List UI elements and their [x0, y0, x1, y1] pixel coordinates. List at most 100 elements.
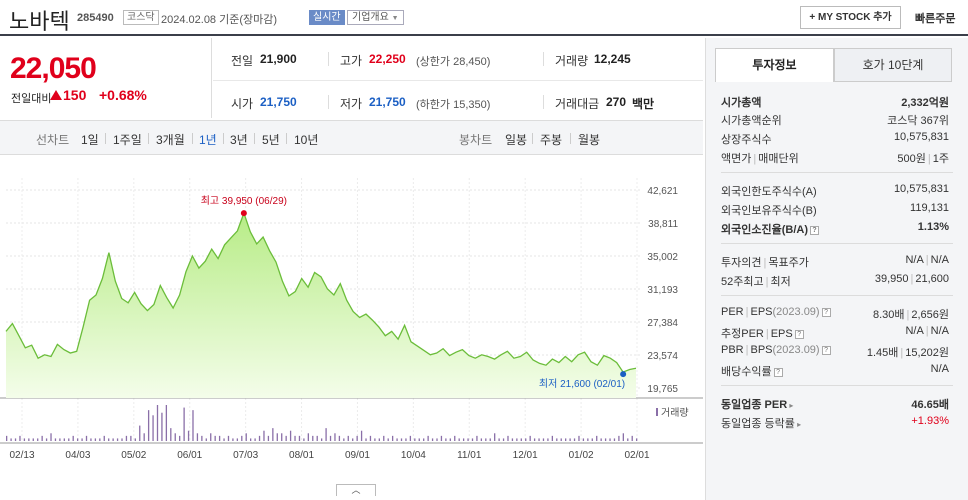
foreign-hold-value: 119,131: [910, 202, 949, 214]
foreign-limit-value: 10,575,831: [893, 183, 949, 195]
w52-low-label: 최저: [770, 276, 791, 288]
tab-order-book[interactable]: 호가 10단계: [834, 48, 952, 82]
volume-bar: [294, 435, 296, 441]
eps-year: (2023.09): [772, 306, 820, 318]
volume-bar: [502, 438, 505, 441]
company-name: 노바텍: [9, 10, 70, 35]
volume-bar: [489, 438, 491, 441]
volume-bar: [236, 438, 239, 441]
y-tick-label: 23,574: [647, 351, 678, 362]
volume-bar: [520, 438, 522, 441]
volume-bar: [81, 438, 83, 441]
volume-bar: [272, 428, 274, 441]
volume-bar: [378, 438, 380, 441]
volume-bar: [183, 407, 185, 441]
volume-bar: [325, 428, 327, 441]
help-icon[interactable]: ?: [773, 367, 783, 377]
current-price: 22,050: [10, 52, 97, 85]
tab-1year[interactable]: 1년: [199, 133, 217, 147]
volume-bar: [338, 435, 341, 441]
price-chart[interactable]: 42,621 38,811 35,002 31,193 27,384 23,574 19,7…: [0, 160, 703, 485]
volume-bar: [112, 438, 114, 441]
volume-bar: [37, 438, 39, 441]
divider: [223, 133, 224, 144]
tab-weekly[interactable]: 주봉: [540, 133, 563, 147]
per-label: PER: [721, 306, 744, 318]
volume-bar: [245, 433, 247, 441]
period-tab-bar: 선차트 1일 1주일 3개월 1년 3년 5년 10년 봉차트 일봉 주봉 월봉: [0, 120, 703, 155]
target-label: 목표주가: [768, 257, 809, 269]
volume-bar: [343, 438, 345, 441]
y-tick-label: 31,193: [647, 285, 678, 296]
volume-bar: [227, 435, 230, 441]
volume-bar: [454, 435, 456, 441]
volume-bar: [352, 438, 354, 441]
volume-bar: [298, 435, 301, 441]
y-tick-label: 42,621: [647, 186, 678, 197]
help-icon[interactable]: ?: [821, 345, 831, 355]
volume-bar: [32, 438, 34, 441]
volume-bar: [312, 435, 314, 441]
volume-bar: [14, 438, 17, 441]
add-my-stock-button[interactable]: + MY STOCK 추가: [800, 6, 901, 29]
line-chart-label: 선차트: [36, 133, 70, 147]
tab-5year[interactable]: 5년: [262, 133, 280, 147]
volume-bar: [54, 438, 57, 441]
tab-monthly[interactable]: 월봉: [578, 133, 601, 147]
low-label: 최저 21,600 (02/01): [539, 378, 625, 390]
market-cap-value: 2,332억원: [901, 97, 949, 109]
volume-bar: [103, 435, 105, 441]
market-cap-row: 시가총액 2,332억원: [721, 92, 949, 110]
company-overview-button[interactable]: 기업개요 ▼: [347, 10, 404, 25]
chevron-down-icon: ▼: [391, 15, 399, 22]
volume-bar: [414, 438, 416, 441]
par-value: 500원: [897, 153, 926, 165]
volume-bar: [165, 405, 168, 441]
divider: [192, 133, 193, 144]
help-icon[interactable]: ?: [810, 225, 819, 235]
unit-label: 매매단위: [758, 153, 799, 165]
tab-1day[interactable]: 1일: [81, 133, 99, 147]
volume-bar: [369, 435, 372, 441]
prev-close-label: 전일: [231, 54, 254, 68]
volume-bar: [214, 435, 216, 441]
volume-bar: [627, 438, 629, 441]
volume-bar: [471, 438, 474, 441]
volume-bar: [289, 430, 292, 441]
sector-per-value: 46.65배: [911, 399, 949, 411]
up-triangle-icon: [50, 90, 62, 100]
quick-order-link[interactable]: 빠른주문: [915, 13, 956, 25]
tab-1week[interactable]: 1주일: [113, 133, 142, 147]
collapse-toggle-button[interactable]: ︿: [336, 484, 376, 496]
volume-bar: [192, 410, 194, 441]
tab-3year[interactable]: 3년: [230, 133, 248, 147]
volume-bar: [436, 438, 438, 441]
tab-daily[interactable]: 일봉: [505, 133, 528, 147]
x-tick-label: 09/01: [345, 450, 370, 461]
low-value: 21,750: [369, 95, 406, 109]
w52-high-label: 52주최고: [721, 276, 764, 288]
low-marker: [620, 371, 627, 378]
help-icon[interactable]: ?: [794, 329, 804, 339]
per-row: PER | EPS(2023.09)? 8.30배 | 2,656원: [721, 306, 949, 321]
realtime-button[interactable]: 실시간: [309, 10, 345, 25]
volume-legend-label: 거래량: [661, 407, 689, 419]
volume-bar: [68, 438, 70, 441]
volume-bar: [179, 435, 181, 441]
volume-bar: [409, 435, 412, 441]
volume-bar: [329, 435, 332, 441]
help-icon[interactable]: ?: [821, 307, 831, 317]
divider: [105, 133, 106, 144]
tab-invest-info[interactable]: 투자정보: [715, 48, 834, 82]
tab-3month[interactable]: 3개월: [156, 133, 185, 147]
volume-bar: [609, 438, 611, 441]
est-per-label: 추정PER: [721, 328, 764, 340]
y-tick-label: 38,811: [648, 219, 678, 230]
invest-info-panel: 투자정보 호가 10단계 시가총액 2,332억원 시가총액순위 코스닥 367…: [705, 38, 968, 500]
volume-bar: [631, 435, 633, 441]
volume-bar: [445, 438, 447, 441]
tab-10year[interactable]: 10년: [294, 133, 319, 147]
volume-bar: [85, 435, 88, 441]
volume-value: 12,245: [594, 52, 631, 66]
y-tick-label: 35,002: [647, 252, 678, 263]
